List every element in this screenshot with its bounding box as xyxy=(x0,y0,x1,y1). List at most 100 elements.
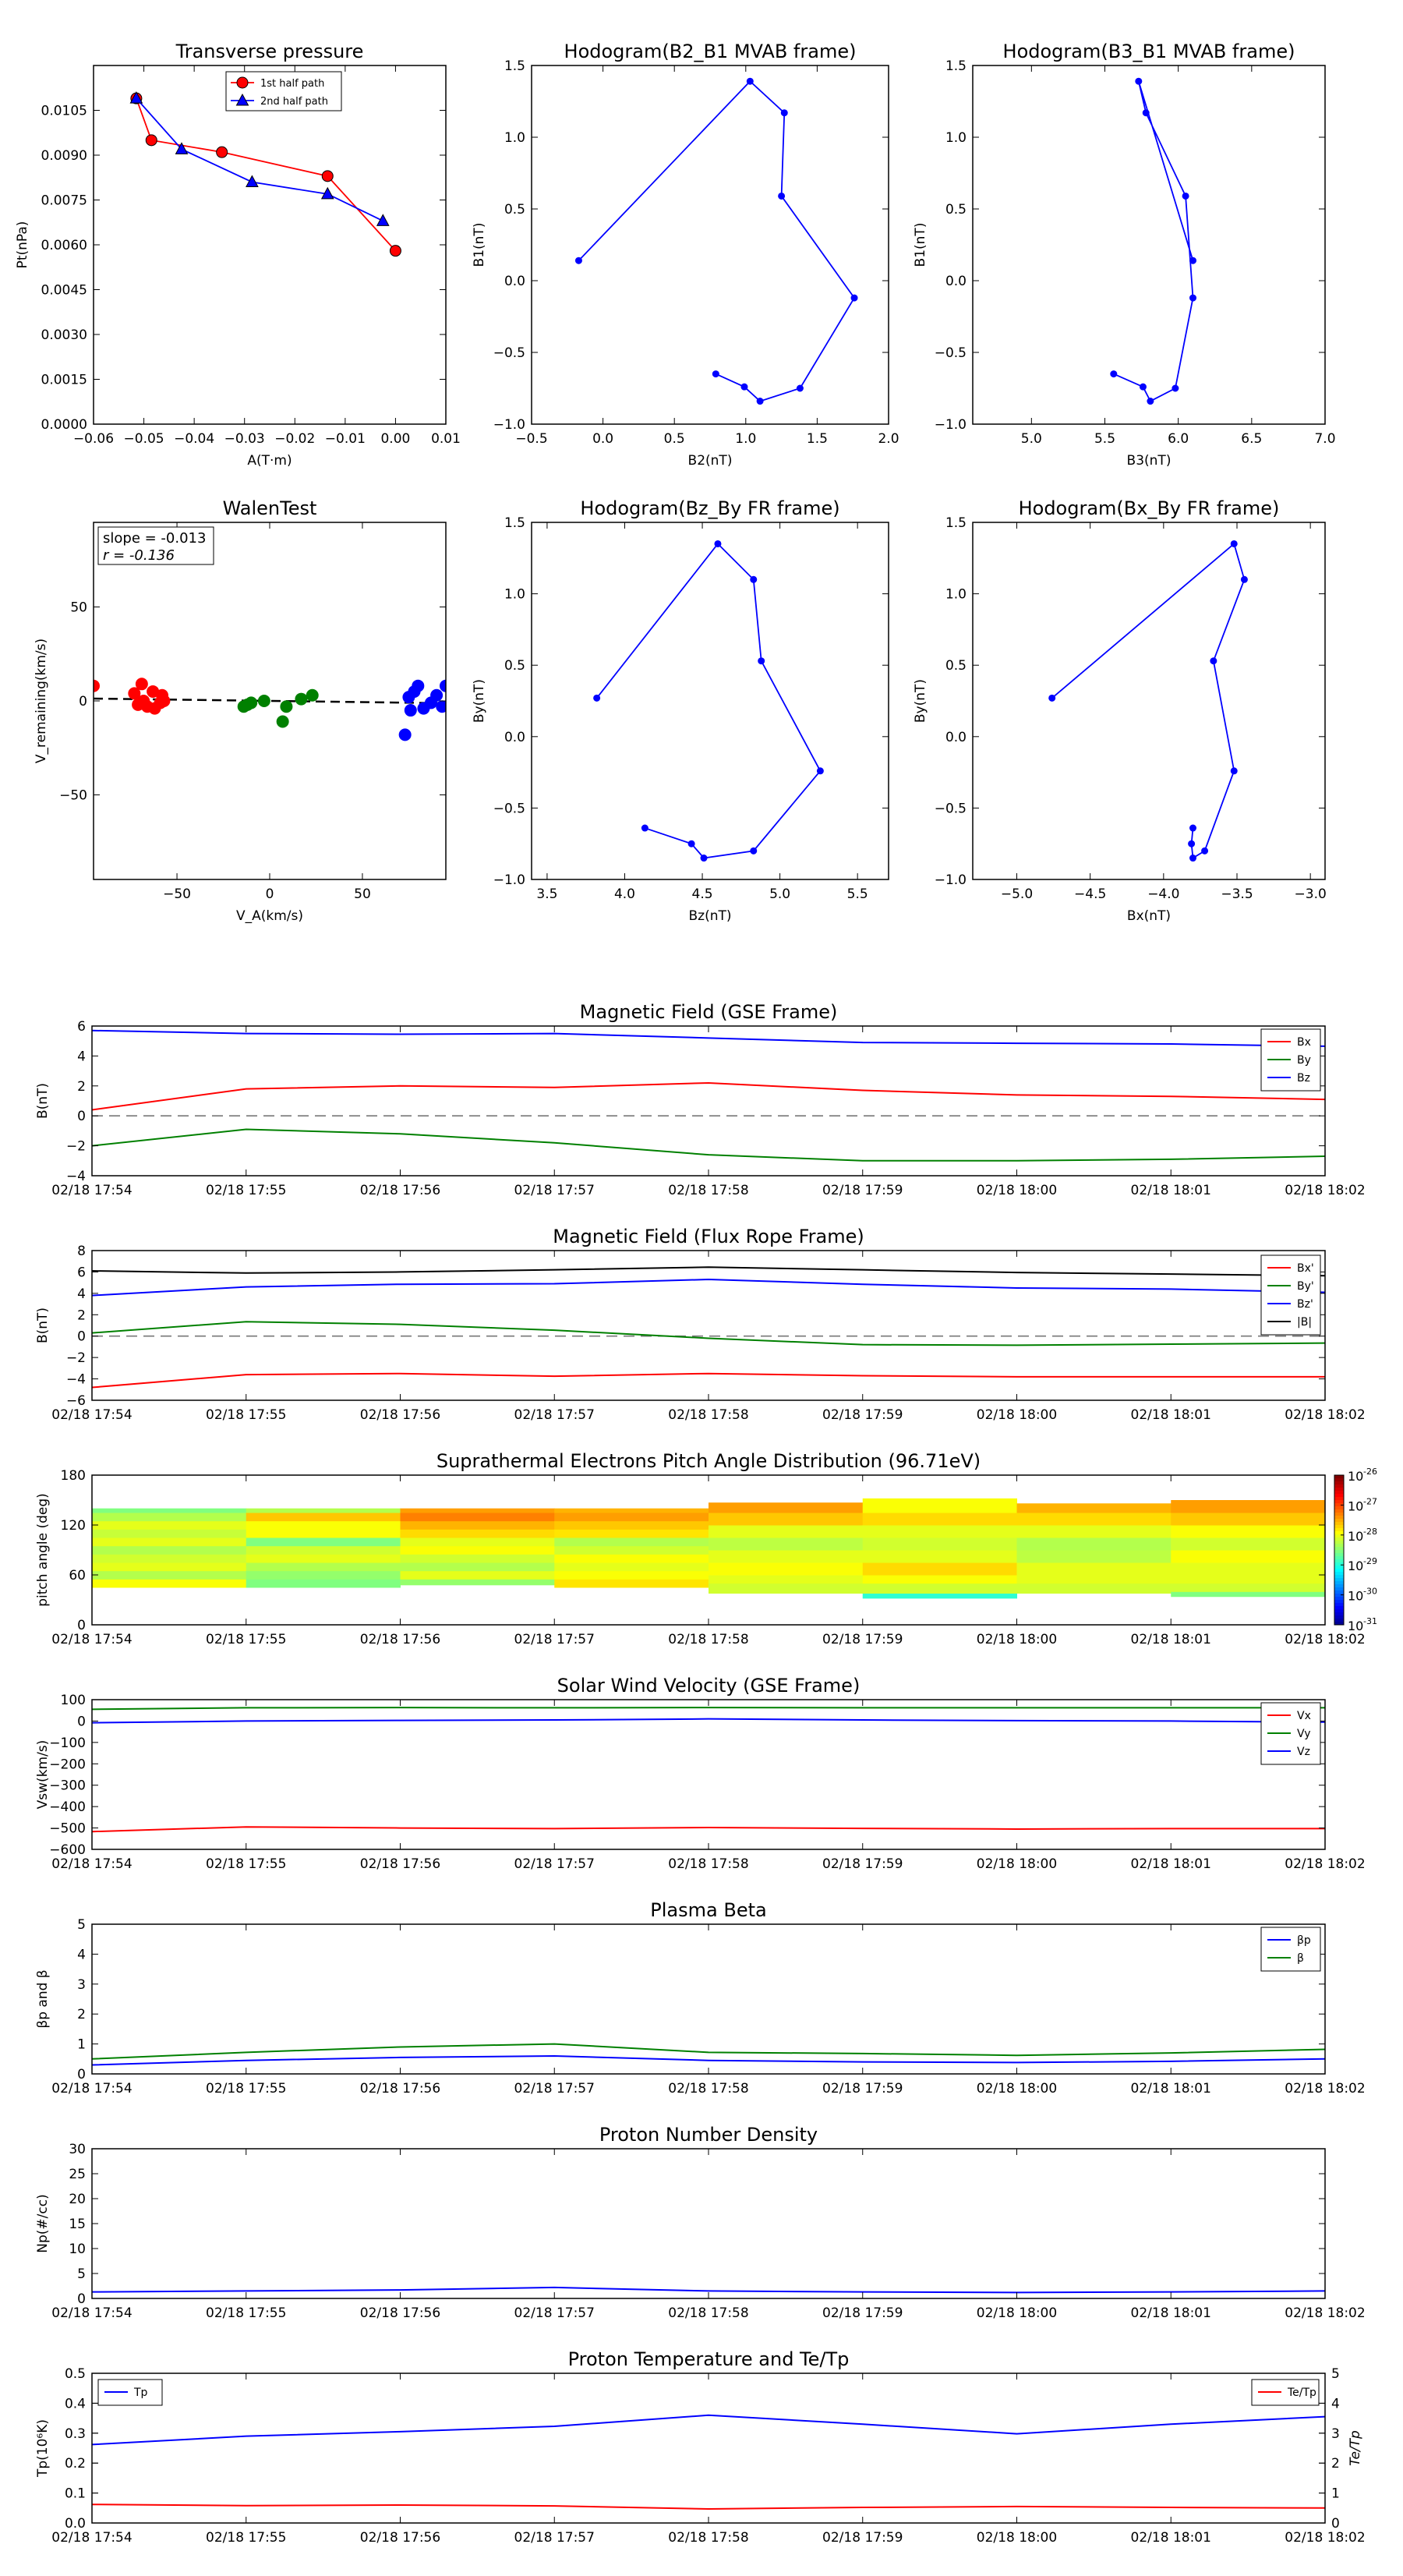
chart-title: Hodogram(Bz_By FR frame) xyxy=(580,497,839,519)
heatmap-cell xyxy=(554,1513,709,1522)
heatmap-cell xyxy=(1171,1525,1326,1538)
x-tick-label: 7.0 xyxy=(1314,431,1335,447)
heatmap-cell xyxy=(246,1570,401,1580)
colorbar-frame xyxy=(1334,1474,1345,1626)
panel-bgse: 02/18 17:54 02/18 17:55 02/18 17:56 02/18 1… xyxy=(35,1001,1366,1198)
chart-title: Hodogram(B2_B1 MVAB frame) xyxy=(564,41,857,62)
panel-pad: 02/18 17:54 02/18 17:55 02/18 17:56 02/18 1… xyxy=(35,1450,1377,1647)
x-tick-label: 02/18 18:02 xyxy=(1285,2081,1365,2097)
heatmap-cell xyxy=(1016,1537,1172,1551)
y-tick-label: 5 xyxy=(77,2266,86,2282)
heatmap-cells xyxy=(92,1498,1326,1599)
data-point xyxy=(1189,257,1196,264)
y-tick-label: −1.0 xyxy=(935,417,967,433)
y-tick-label: −6 xyxy=(66,1393,86,1409)
data-point xyxy=(758,657,765,665)
y-tick-label: 5 xyxy=(1331,2366,1340,2382)
heatmap-cell xyxy=(554,1529,709,1538)
x-tick-label: 02/18 18:00 xyxy=(977,1856,1057,1872)
legend-label: Te/Tp xyxy=(1287,2387,1316,2399)
colorbar-segment xyxy=(1334,1569,1344,1573)
panel-tp: 02/18 17:54 02/18 17:55 02/18 17:56 02/18 1… xyxy=(35,2348,1366,2546)
legend: Te/Tp xyxy=(1251,2379,1320,2406)
heatmap-cell xyxy=(709,1525,864,1538)
series-0 xyxy=(94,678,171,715)
heatmap-cell xyxy=(862,1525,1017,1538)
x-tick-label: 02/18 17:56 xyxy=(360,2081,440,2097)
data-point xyxy=(780,109,788,117)
colorbar-tick-base: 10 xyxy=(1348,1589,1363,1604)
y-tick-label: 20 xyxy=(69,2192,86,2207)
heatmap-cell xyxy=(92,1537,247,1547)
y-axis-label: B(nT) xyxy=(35,1307,51,1343)
y-tick-label: 4 xyxy=(1331,2396,1340,2411)
colorbar-segment xyxy=(1334,1481,1344,1485)
colorbar-segment xyxy=(1334,1587,1344,1591)
series-line-bz xyxy=(92,1279,1325,1297)
chart-title: Hodogram(B3_B1 MVAB frame) xyxy=(1003,41,1295,62)
x-tick-label: 02/18 17:55 xyxy=(206,1183,286,1198)
data-point xyxy=(574,257,582,264)
y-tick-label: −2 xyxy=(66,1350,86,1366)
colorbar-segment xyxy=(1334,1525,1344,1529)
colorbar-tick-exponent: -28 xyxy=(1363,1527,1377,1537)
heatmap-cell xyxy=(400,1579,555,1586)
legend-label: By xyxy=(1297,1054,1311,1067)
x-tick-label: 02/18 17:55 xyxy=(206,1632,286,1647)
data-point xyxy=(1110,370,1118,378)
heatmap-cell xyxy=(554,1545,709,1555)
heatmap-cell xyxy=(92,1520,247,1530)
panel-walen: −50 0 50 −50 0 50 WalenTest V_A(km/s) V_remainin… xyxy=(34,497,447,924)
heatmap-cell xyxy=(709,1502,864,1513)
heatmap-cell xyxy=(862,1575,1017,1584)
y-tick-label: 0.0105 xyxy=(41,104,87,119)
series-0 xyxy=(593,540,824,862)
y-tick-label: −400 xyxy=(49,1799,86,1815)
data-point xyxy=(128,687,141,700)
series-line-tp xyxy=(92,2414,1325,2446)
panel-h1: −0.5 0.0 0.5 1.0 1.5 2.0−1.0−0.50.00.51.01.5H… xyxy=(472,41,899,469)
y-axis-label: B(nT) xyxy=(35,1083,51,1119)
heatmap-cell xyxy=(400,1529,555,1538)
x-tick-label: 02/18 17:57 xyxy=(514,2081,595,2097)
legend: βp β xyxy=(1260,1927,1321,1972)
series-line-by xyxy=(92,1321,1325,1346)
y-tick-label: 30 xyxy=(69,2142,86,2157)
x-tick-label: 02/18 17:59 xyxy=(822,1183,903,1198)
x-tick-label: 3.5 xyxy=(536,886,557,902)
heatmap-cell xyxy=(246,1508,401,1513)
y-tick-label: −300 xyxy=(49,1778,86,1794)
x-tick-label: 02/18 18:01 xyxy=(1131,1407,1211,1423)
plot-area-h4 xyxy=(1048,540,1248,862)
colorbar-segment xyxy=(1334,1622,1344,1626)
plot-area-h3 xyxy=(593,540,824,862)
y-tick-label: −0.5 xyxy=(493,345,525,361)
x-tick-label: 02/18 18:01 xyxy=(1131,2530,1211,2546)
data-point xyxy=(1147,398,1154,405)
colorbar-segment xyxy=(1334,1581,1344,1585)
data-point xyxy=(1182,192,1189,200)
x-tick-label: 02/18 18:00 xyxy=(977,1632,1057,1647)
heatmap-cell xyxy=(862,1593,1017,1599)
heatmap-cell xyxy=(246,1513,401,1522)
series-line-vy xyxy=(92,1707,1325,1711)
y-tick-label: 0.2 xyxy=(65,2456,86,2472)
y-tick-label: 0.5 xyxy=(504,658,525,674)
colorbar-tick-exponent: -30 xyxy=(1363,1587,1377,1597)
data-point xyxy=(756,398,764,405)
colorbar-segment xyxy=(1334,1506,1344,1510)
colorbar-segment xyxy=(1334,1528,1344,1532)
plot-frame xyxy=(972,65,1326,425)
x-tick-label: 6.0 xyxy=(1168,431,1189,447)
series-line xyxy=(1113,80,1194,402)
x-tick-label: 02/18 18:00 xyxy=(977,1183,1057,1198)
colorbar-segment xyxy=(1334,1491,1344,1495)
colorbar-segment xyxy=(1334,1544,1344,1548)
plot-area-pt xyxy=(129,91,401,257)
y-tick-label: 10 xyxy=(69,2242,86,2257)
y-tick-label: 0.0 xyxy=(65,2516,86,2532)
data-point xyxy=(398,728,412,741)
heatmap-cell xyxy=(1016,1513,1172,1526)
x-tick-label: 02/18 17:56 xyxy=(360,1183,440,1198)
